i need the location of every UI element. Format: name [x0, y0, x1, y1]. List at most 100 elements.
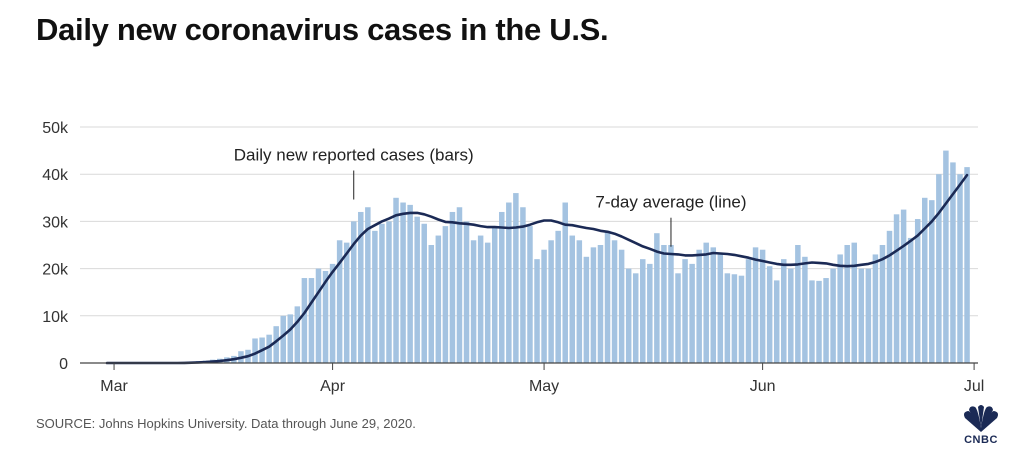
bar [661, 245, 667, 363]
y-tick-label: 50k [42, 120, 69, 137]
bar [449, 211, 456, 363]
bar [421, 223, 427, 363]
bar [816, 280, 822, 363]
bar [632, 273, 639, 363]
y-tick-label: 10k [42, 309, 69, 326]
bar [703, 242, 709, 363]
bar [576, 240, 583, 363]
seven-day-average-line [105, 173, 969, 365]
bar [731, 274, 738, 363]
bar [837, 254, 843, 363]
bar [844, 245, 850, 363]
bar [654, 233, 660, 363]
bar [759, 249, 766, 363]
bar [541, 249, 547, 363]
bar [717, 254, 724, 363]
bar [893, 214, 900, 363]
bar [287, 314, 294, 363]
bar [879, 245, 886, 363]
bar [781, 259, 787, 363]
bar [957, 174, 963, 363]
bar [858, 268, 865, 363]
bar [788, 268, 794, 363]
x-tick-label: Jul [964, 378, 984, 395]
bar [914, 219, 921, 363]
bar [562, 202, 568, 363]
cnbc-logo: CNBC [956, 404, 1006, 450]
bar [266, 334, 272, 363]
bar [322, 270, 329, 363]
bar [752, 247, 759, 363]
bar [463, 221, 470, 363]
bar [682, 259, 688, 363]
line-layer [105, 173, 969, 365]
x-tick-label: May [529, 378, 559, 395]
bar [851, 242, 858, 363]
x-tick-label: Mar [100, 378, 128, 395]
bar [336, 240, 343, 363]
bar [513, 193, 519, 363]
bar [491, 226, 498, 363]
bar [773, 280, 780, 363]
y-tick-label: 0 [59, 356, 68, 373]
x-tick-label: Jun [750, 378, 776, 395]
y-tick-label: 30k [42, 214, 69, 231]
bar [386, 221, 392, 363]
bar [308, 278, 315, 363]
bar [795, 245, 801, 363]
bar [534, 259, 540, 363]
x-tick-label: Apr [320, 378, 346, 395]
bar [668, 245, 674, 363]
bar [865, 268, 872, 363]
bar [414, 216, 420, 363]
bar [315, 268, 322, 363]
bar [766, 266, 773, 363]
bar [823, 278, 829, 363]
bar [343, 242, 350, 363]
bar [400, 202, 406, 363]
bar [520, 207, 526, 363]
bar [393, 197, 399, 363]
annotation-layer: Daily new reported cases (bars) 7-day ave… [234, 146, 747, 247]
bar [604, 230, 611, 363]
bar [597, 245, 604, 363]
axis-layer: 0 10k 20k 30k 40k 50k Mar Apr May Jun Jul [42, 120, 984, 395]
bar [907, 237, 914, 363]
y-tick-label: 20k [42, 262, 69, 279]
bar [301, 278, 308, 363]
source-note: SOURCE: Johns Hopkins University. Data t… [36, 416, 416, 431]
bar [435, 235, 442, 363]
bar [294, 306, 301, 363]
bar [689, 263, 695, 363]
bar [710, 247, 717, 363]
bar [372, 230, 378, 363]
annotation-label: Daily new reported cases (bars) [234, 146, 474, 165]
chart-title: Daily new coronavirus cases in the U.S. [36, 12, 609, 47]
bar [618, 249, 625, 363]
bar [280, 315, 286, 363]
bar [442, 226, 449, 363]
bar [548, 240, 554, 363]
bar [499, 211, 505, 363]
bar [802, 256, 808, 363]
peacock-icon [964, 405, 998, 432]
bar [350, 221, 357, 363]
bar [428, 245, 435, 363]
bar [611, 240, 618, 363]
bar [675, 273, 681, 363]
logo-text: CNBC [964, 434, 998, 446]
bar [470, 240, 477, 363]
bar [936, 174, 942, 363]
bar [625, 268, 632, 363]
bars-layer [181, 150, 970, 363]
bar [329, 263, 336, 363]
bar [964, 167, 970, 363]
bar [583, 256, 590, 363]
bar [900, 209, 907, 363]
annotation-label: 7-day average (line) [595, 193, 746, 212]
bar [738, 275, 745, 363]
bar [273, 326, 279, 363]
bar [647, 263, 653, 363]
bar [477, 235, 484, 363]
